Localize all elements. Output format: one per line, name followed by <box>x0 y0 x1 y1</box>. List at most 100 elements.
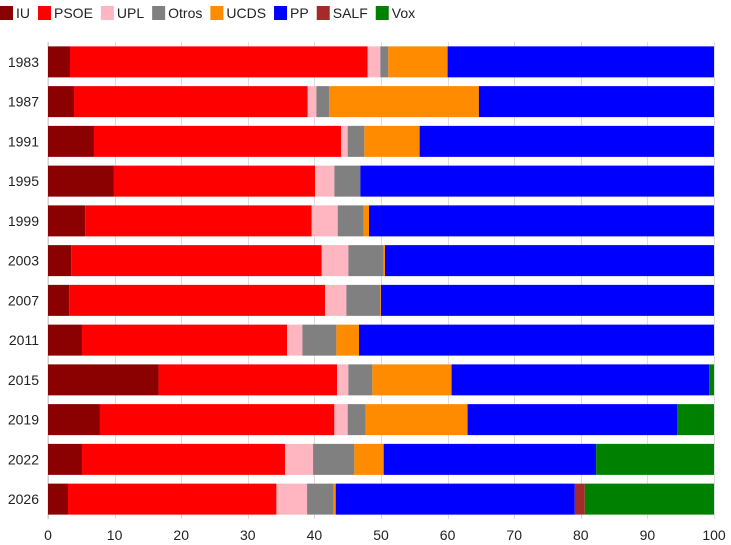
x-tick-label-30: 30 <box>240 527 256 543</box>
bar-1991-psoe <box>93 125 342 157</box>
bar-1999-ucds <box>363 205 370 237</box>
legend-swatch-psoe <box>38 6 51 20</box>
x-tick-label-40: 40 <box>307 527 323 543</box>
bar-2015-psoe <box>158 364 338 396</box>
bar-1983-upl <box>367 46 381 78</box>
legend-swatch-salf <box>316 6 330 20</box>
bar-2019-psoe <box>99 404 335 436</box>
legend: IU PSOE UPL Otros UCDS PP SALF Vox <box>0 5 415 21</box>
bar-1983-pp <box>447 46 714 78</box>
bar-2026-upl <box>276 483 308 515</box>
legend-label-ucds: UCDS <box>226 5 266 21</box>
legend-item-iu: IU <box>0 5 30 21</box>
x-tick-label-80: 80 <box>573 527 589 543</box>
legend-label-salf: SALF <box>333 5 368 21</box>
bar-2026-ucds <box>333 483 336 515</box>
bar-2022-iu <box>48 443 82 475</box>
legend-item-salf: SALF <box>316 5 368 21</box>
x-axis-tick-labels: 0 10 20 30 40 50 60 70 80 90 100 <box>44 527 726 543</box>
bar-2026-otros <box>307 483 334 515</box>
bar-2019-vox <box>677 404 714 436</box>
bar-1983-psoe <box>69 46 368 78</box>
bar-1995-otros <box>334 165 361 197</box>
bars <box>48 46 714 515</box>
legend-item-psoe: PSOE <box>38 5 93 21</box>
bar-2011-pp <box>359 324 714 356</box>
bar-1995-upl <box>315 165 335 197</box>
bar-1983-otros <box>380 46 389 78</box>
bar-2019-upl <box>334 404 348 436</box>
bar-2026-iu <box>48 483 68 515</box>
bar-1987-psoe <box>73 86 308 118</box>
legend-label-psoe: PSOE <box>54 5 93 21</box>
bar-1987-upl <box>307 86 317 118</box>
legend-item-pp: PP <box>274 5 309 21</box>
x-tick-label-10: 10 <box>107 527 123 543</box>
bar-2015-iu <box>48 364 159 396</box>
y-tick-label-1983: 1983 <box>8 54 39 70</box>
legend-swatch-upl <box>100 6 114 20</box>
bar-2007-upl <box>325 284 347 316</box>
bar-2019-pp <box>467 404 678 436</box>
legend-label-vox: Vox <box>392 5 415 21</box>
bar-1991-ucds <box>364 125 420 157</box>
legend-swatch-ucds <box>210 6 224 20</box>
bar-1987-pp <box>478 86 714 118</box>
bar-2003-iu <box>48 245 72 277</box>
bar-1999-upl <box>311 205 338 237</box>
bar-2022-ucds <box>354 443 384 475</box>
bar-2011-upl <box>287 324 303 356</box>
bar-2003-ucds <box>383 245 385 277</box>
bar-2007-psoe <box>69 284 326 316</box>
x-tick-label-20: 20 <box>173 527 189 543</box>
y-tick-label-2019: 2019 <box>8 412 39 428</box>
bar-2015-pp <box>451 364 710 396</box>
bar-2022-upl <box>285 443 314 475</box>
bar-2007-otros <box>346 284 381 316</box>
bar-1987-ucds <box>329 86 479 118</box>
bar-2015-otros <box>348 364 373 396</box>
y-tick-label-1991: 1991 <box>8 133 39 149</box>
bar-2003-otros <box>348 245 384 277</box>
bar-2011-ucds <box>336 324 360 356</box>
legend-swatch-otros <box>152 6 166 20</box>
bar-1995-iu <box>48 165 114 197</box>
legend-label-otros: Otros <box>168 5 202 21</box>
bar-2011-psoe <box>81 324 288 356</box>
bar-2007-iu <box>48 284 70 316</box>
legend-item-ucds: UCDS <box>210 5 266 21</box>
bar-2022-pp <box>383 443 597 475</box>
bar-1991-pp <box>419 125 714 157</box>
legend-label-upl: UPL <box>117 5 144 21</box>
bar-2019-iu <box>48 404 100 436</box>
bar-2011-otros <box>302 324 337 356</box>
bar-1999-pp <box>369 205 714 237</box>
grid <box>47 42 715 519</box>
y-tick-label-2022: 2022 <box>8 451 39 467</box>
legend-item-vox: Vox <box>375 5 415 21</box>
x-tick-label-50: 50 <box>373 527 389 543</box>
bar-1995-pp <box>360 165 714 197</box>
bar-2015-ucds <box>372 364 452 396</box>
bar-1983-iu <box>48 46 70 78</box>
bar-1991-otros <box>347 125 365 157</box>
bar-2026-psoe <box>67 483 277 515</box>
y-tick-label-2026: 2026 <box>8 491 39 507</box>
y-tick-label-1987: 1987 <box>8 94 39 110</box>
bar-2019-otros <box>347 404 366 436</box>
y-tick-label-2003: 2003 <box>8 253 39 269</box>
x-tick-label-60: 60 <box>440 527 456 543</box>
y-axis-tick-labels: 1983 1987 1991 1995 1999 2003 2007 2011 2015 2019… <box>8 54 39 507</box>
legend-swatch-iu <box>0 6 13 20</box>
x-tick-label-70: 70 <box>506 527 522 543</box>
bar-1987-iu <box>48 86 74 118</box>
bar-1991-iu <box>48 125 94 157</box>
legend-item-upl: UPL <box>100 5 144 21</box>
bar-2026-salf <box>574 483 585 515</box>
x-tick-label-0: 0 <box>44 527 52 543</box>
bar-2026-pp <box>335 483 575 515</box>
y-tick-label-2015: 2015 <box>8 372 39 388</box>
y-tick-label-2011: 2011 <box>9 332 39 348</box>
bar-2007-ucds <box>380 284 381 316</box>
x-tick-label-90: 90 <box>640 527 656 543</box>
